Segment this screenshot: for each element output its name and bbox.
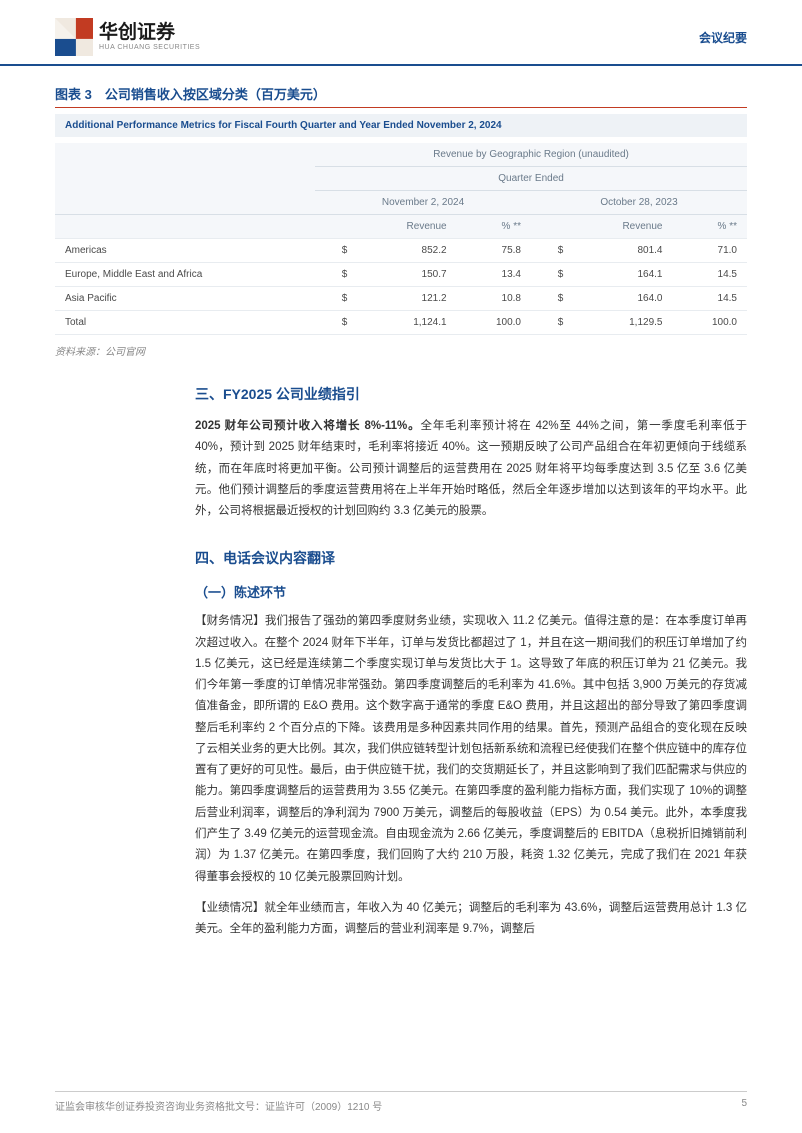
company-logo-icon: [55, 18, 93, 56]
document-type: 会议纪要: [699, 29, 747, 46]
table-header-period: Quarter Ended: [315, 167, 747, 191]
col-revenue: Revenue: [573, 215, 672, 239]
footer-license: 证监会审核华创证券投资咨询业务资格批文号：证监许可（2009）1210 号: [55, 1098, 382, 1113]
table-row: Total$1,124.1100.0$1,129.5100.0: [55, 311, 747, 335]
page-content: 图表 3 公司销售收入按区域分类（百万美元） Additional Perfor…: [0, 66, 802, 940]
section-lead: 2025 财年公司预计收入将增长 8%-11%。: [195, 420, 420, 432]
table-period-2: October 28, 2023: [531, 191, 747, 215]
section-body: 2025 财年公司预计收入将增长 8%-11%。全年毛利率预计将在 42%至 4…: [195, 416, 747, 522]
section-text: 全年毛利率预计将在 42%至 44%之间，第一季度毛利率低于 40%，预计到 2…: [195, 420, 747, 517]
revenue-table: Revenue by Geographic Region (unaudited)…: [55, 143, 747, 335]
section-fy2025-guidance: 三、FY2025 公司业绩指引 2025 财年公司预计收入将增长 8%-11%。…: [55, 384, 747, 522]
subsection-title: （一）陈述环节: [195, 582, 747, 601]
company-name-en: HUA CHUANG SECURITIES: [99, 44, 200, 51]
company-name: 华创证券 HUA CHUANG SECURITIES: [99, 23, 200, 52]
table-row: Asia Pacific$121.210.8$164.014.5: [55, 287, 747, 311]
paragraph-financials: 【财务情况】我们报告了强劲的第四季度财务业绩，实现收入 11.2 亿美元。值得注…: [195, 611, 747, 887]
logo-group: 华创证券 HUA CHUANG SECURITIES: [55, 18, 200, 56]
col-pct: % **: [457, 215, 531, 239]
chart-source: 资料来源：公司官网: [55, 343, 747, 358]
section-call-translation: 四、电话会议内容翻译 （一）陈述环节 【财务情况】我们报告了强劲的第四季度财务业…: [55, 548, 747, 940]
company-name-cn: 华创证券: [99, 23, 200, 44]
section-title: 三、FY2025 公司业绩指引: [195, 384, 747, 404]
paragraph-performance: 【业绩情况】就全年业绩而言，年收入为 40 亿美元；调整后的毛利率为 43.6%…: [195, 898, 747, 941]
table-period-1: November 2, 2024: [315, 191, 531, 215]
table-row: Americas$852.275.8$801.471.0: [55, 239, 747, 263]
page-header: 华创证券 HUA CHUANG SECURITIES 会议纪要: [0, 0, 802, 66]
table-caption: Additional Performance Metrics for Fisca…: [55, 114, 747, 137]
col-pct: % **: [672, 215, 747, 239]
table-row: Europe, Middle East and Africa$150.713.4…: [55, 263, 747, 287]
section-title: 四、电话会议内容翻译: [195, 548, 747, 568]
page-number: 5: [741, 1098, 747, 1113]
page-footer: 证监会审核华创证券投资咨询业务资格批文号：证监许可（2009）1210 号 5: [55, 1091, 747, 1113]
col-revenue: Revenue: [357, 215, 456, 239]
chart-title: 图表 3 公司销售收入按区域分类（百万美元）: [55, 84, 747, 108]
table-header-group: Revenue by Geographic Region (unaudited): [315, 143, 747, 167]
